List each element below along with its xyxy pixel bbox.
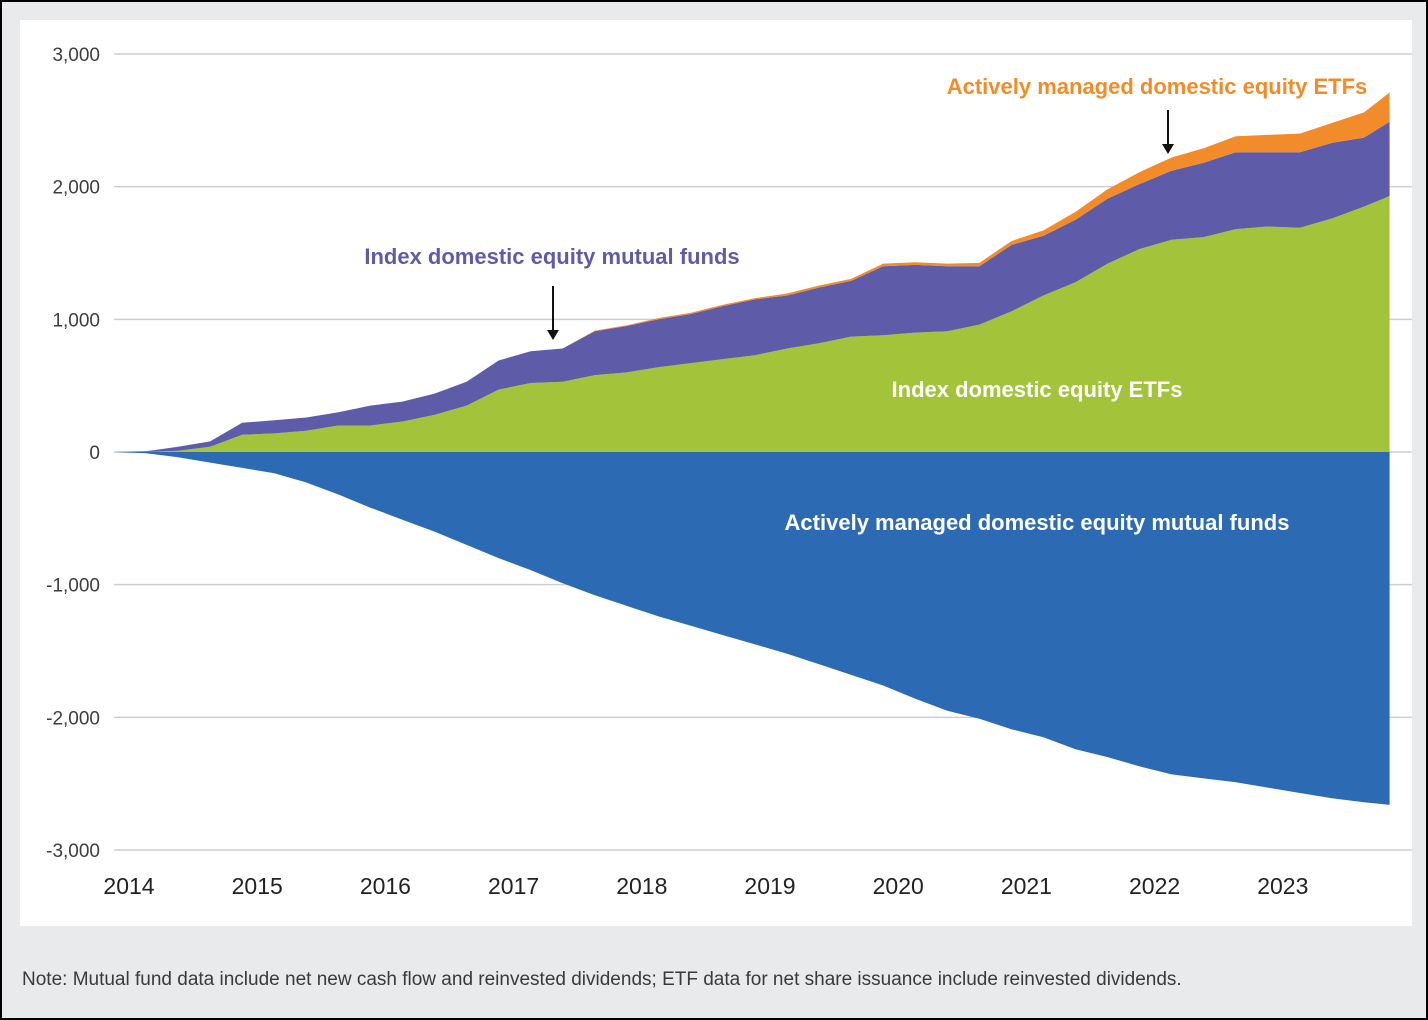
x-tick-label: 2022	[1129, 873, 1180, 899]
area-actively-managed-domestic-equity-mutual-funds	[114, 452, 1390, 805]
area-index-domestic-equity-etfs	[114, 196, 1390, 452]
x-tick-label: 2017	[488, 873, 539, 899]
series-annotations: Index domestic equity mutual funds Active…	[364, 74, 1367, 535]
y-tick-label: -3,000	[46, 841, 100, 862]
x-tick-label: 2021	[1001, 873, 1052, 899]
y-tick-label: 2,000	[52, 178, 100, 199]
x-tick-label: 2019	[744, 873, 795, 899]
x-tick-label: 2016	[360, 873, 411, 899]
series-label: Actively managed domestic equity mutual …	[785, 510, 1290, 535]
x-tick-label: 2014	[103, 873, 154, 899]
y-tick-label: 1,000	[52, 310, 100, 331]
x-tick-label: 2018	[616, 873, 667, 899]
series-label: Index domestic equity mutual funds	[364, 244, 739, 269]
x-tick-label: 2023	[1257, 873, 1308, 899]
annotation-arrow-head	[547, 330, 559, 340]
x-axis-tick-labels: 2014 2015 2016 2017 2018 2019 2020 2021 2022 2023	[103, 873, 1308, 899]
area-index-domestic-equity-mutual-funds	[114, 121, 1390, 452]
y-tick-label: -1,000	[46, 576, 100, 597]
series-label: Actively managed domestic equity ETFs	[947, 74, 1368, 99]
y-tick-label: 0	[89, 443, 100, 464]
annotation-arrow-head	[1162, 144, 1174, 154]
x-tick-label: 2020	[873, 873, 924, 899]
y-tick-label: -2,000	[46, 708, 100, 729]
chart-note: Note: Mutual fund data include net new c…	[22, 969, 1182, 990]
y-axis-tick-labels: 3,000 2,000 1,000 0 -1,000 -2,000 -3,000	[46, 45, 100, 862]
x-tick-label: 2015	[232, 873, 283, 899]
area-series	[114, 92, 1390, 805]
series-label: Index domestic equity ETFs	[892, 377, 1183, 402]
y-tick-label: 3,000	[52, 45, 100, 66]
